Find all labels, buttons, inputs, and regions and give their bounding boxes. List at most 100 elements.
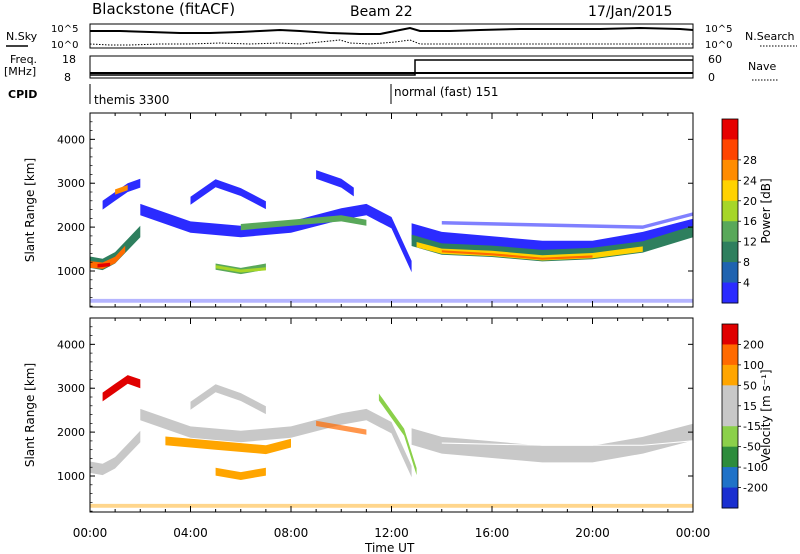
- power-echo-band: [90, 245, 126, 269]
- nave-tick-high: 60: [708, 53, 722, 66]
- nsearch-line: [89, 39, 693, 46]
- velocity-echo-band: [441, 440, 693, 446]
- power-colorbar-tick: 16: [743, 215, 757, 228]
- power-colorbar-tick: 24: [743, 174, 757, 187]
- power-colorbar-label: Power [dB]: [759, 178, 773, 243]
- power-colorbar-tick: 8: [743, 256, 750, 269]
- x-tick-label: 08:00: [274, 526, 309, 540]
- velocity-y-tick-label: 1000: [57, 470, 85, 483]
- freq-tick-high: 18: [62, 53, 76, 66]
- velocity-colorbar-tick: -100: [743, 461, 768, 474]
- power-colorbar-swatch: [722, 200, 738, 222]
- freq-tick-low: 8: [64, 71, 71, 84]
- velocity-echo-band: [102, 375, 141, 402]
- power-colorbar-swatch: [722, 262, 738, 284]
- power-echo-band: [441, 250, 593, 260]
- velocity-colorbar-tick: -15: [743, 420, 761, 433]
- velocity-colorbar-tick: 15: [743, 400, 757, 413]
- velocity-y-tick-label: 3000: [57, 382, 85, 395]
- nave-label: Nave: [748, 60, 776, 73]
- velocity-colorbar-tick: 200: [743, 338, 764, 351]
- power-echo-band: [90, 225, 141, 271]
- power-echo-band: [190, 179, 266, 210]
- velocity-colorbar-label: Velocity [m s⁻¹]: [759, 369, 773, 462]
- velocity-echo-band: [90, 430, 141, 476]
- nsky-line: [90, 26, 694, 35]
- x-tick-label: 16:00: [475, 526, 510, 540]
- velocity-colorbar: 200 100 50 15 -15 -50 -100 -200 Velocity [m s⁻¹]: [721, 323, 773, 509]
- power-echo-band: [90, 298, 693, 303]
- power-colorbar-tick: 28: [743, 154, 757, 167]
- velocity-y-axis-label: Slant Range [km]: [23, 363, 37, 467]
- power-y-tick-label: 3000: [57, 177, 85, 190]
- cpid-label: CPID: [8, 88, 37, 101]
- cpid-segment-1: themis 3300: [94, 93, 169, 107]
- x-tick-label: 20:00: [575, 526, 610, 540]
- velocity-echo-band: [215, 467, 266, 480]
- power-colorbar-swatch: [722, 139, 738, 161]
- power-colorbar-tick: 20: [743, 195, 757, 208]
- power-colorbar-tick: 4: [743, 277, 750, 290]
- nsky-label: N.Sky: [6, 30, 38, 43]
- freq-label: Freq.: [10, 53, 37, 66]
- velocity-echo-band: [378, 393, 417, 476]
- nsky-panel: [89, 23, 694, 49]
- x-tick-label: 12:00: [374, 526, 409, 540]
- velocity-colorbar-swatch: [722, 426, 738, 448]
- x-tick-label: 04:00: [173, 526, 208, 540]
- velocity-echo-band: [165, 436, 291, 455]
- x-axis-label: Time UT: [364, 541, 415, 554]
- nsearch-tick-low: 10^0: [705, 40, 732, 51]
- nsky-tick-high: 10^5: [51, 24, 78, 35]
- beam-title: Beam 22: [350, 4, 413, 20]
- velocity-colorbar-tick: -200: [743, 482, 768, 495]
- x-tick-labels: 00:00 04:00 08:00 12:00 16:00 20:00 00:00: [73, 526, 711, 540]
- power-axes: 1000 2000 3000 4000 Slant Range [km]: [23, 112, 694, 307]
- power-echo-band: [102, 178, 141, 210]
- velocity-colorbar-swatch: [722, 467, 738, 489]
- freq-unit: [MHz]: [4, 65, 36, 78]
- power-colorbar-tick: 12: [743, 236, 757, 249]
- velocity-colorbar-swatch: [722, 487, 738, 509]
- power-y-tick-label: 4000: [57, 133, 85, 146]
- velocity-y-tick-label: 2000: [57, 426, 85, 439]
- velocity-colorbar-tick: 100: [743, 359, 764, 372]
- nave-tick-low: 0: [708, 71, 715, 84]
- velocity-colorbar-swatch: [722, 364, 738, 386]
- power-y-tick-label: 2000: [57, 221, 85, 234]
- power-echo-band: [441, 212, 693, 229]
- cpid-segment-2: normal (fast) 151: [394, 85, 498, 99]
- power-echo-band: [97, 262, 111, 268]
- nave-line: [90, 59, 693, 76]
- power-panel: [89, 112, 694, 308]
- power-colorbar-swatch: [722, 159, 738, 181]
- power-echo-band: [240, 215, 367, 231]
- velocity-echo-band: [411, 423, 693, 463]
- nsky-tick-low: 10^0: [51, 40, 78, 51]
- power-echo-band: [115, 185, 128, 195]
- power-colorbar-swatch: [722, 221, 738, 243]
- power-echo-band: [316, 170, 354, 197]
- velocity-colorbar-tick: 50: [743, 379, 757, 392]
- velocity-colorbar-swatch: [722, 344, 738, 366]
- power-colorbar-swatch: [722, 180, 738, 202]
- x-tick-label: 00:00: [73, 526, 108, 540]
- velocity-panel: [89, 317, 694, 513]
- velocity-echo-band: [316, 420, 367, 435]
- velocity-echo-band: [90, 503, 693, 508]
- power-y-tick-label: 1000: [57, 265, 85, 278]
- velocity-colorbar-swatch: [722, 324, 738, 345]
- velocity-axes: 1000 2000 3000 4000 Slant Range [km]: [23, 317, 694, 512]
- power-colorbar-swatch: [722, 241, 738, 263]
- velocity-y-tick-label: 4000: [57, 338, 85, 351]
- power-colorbar-swatch: [722, 119, 738, 140]
- x-tick-label: 00:00: [676, 526, 711, 540]
- power-colorbar-swatch: [722, 282, 738, 304]
- velocity-echo-band: [190, 384, 266, 415]
- freq-panel: [89, 55, 694, 79]
- station-title: Blackstone (fitACF): [92, 0, 235, 18]
- velocity-colorbar-swatch: [722, 405, 738, 427]
- velocity-colorbar-swatch: [722, 446, 738, 468]
